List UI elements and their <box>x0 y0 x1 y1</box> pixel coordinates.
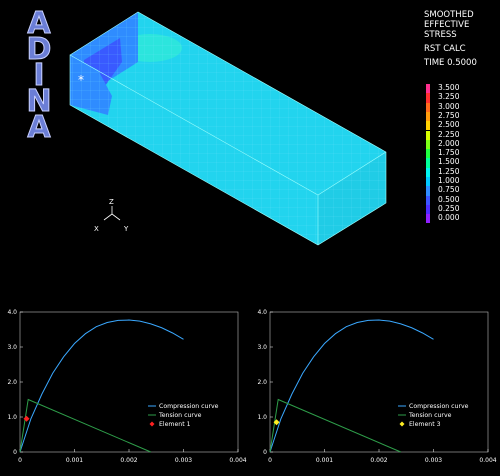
stress-strain-chart-element-3[interactable]: 0 1.0 2.0 3.0 4.0 0 0.001 0.002 0.003 0.004 Compre… <box>250 300 500 476</box>
x-tick-label: 0 <box>268 457 272 464</box>
legend-swatch <box>426 111 430 122</box>
compression-curve-line <box>19 319 184 453</box>
legend-value: 2.500 <box>438 120 460 130</box>
legend-value: 3.250 <box>438 92 460 102</box>
title-line: TIME 0.5000 <box>424 58 477 68</box>
y-tick-label: 3.0 <box>7 344 17 351</box>
plot-frame <box>269 311 489 453</box>
legend-compression-label: Compression curve <box>409 403 469 410</box>
legend-swatch <box>426 102 430 112</box>
element-marker <box>273 419 280 426</box>
tension-curve-line <box>19 398 151 453</box>
y-tick-label: 0 <box>13 449 17 456</box>
tension-curve-line <box>269 398 401 453</box>
logo-letter: A <box>27 6 51 42</box>
logo-letter: N <box>26 84 52 120</box>
legend-value: 1.000 <box>438 176 460 185</box>
plot-frame <box>19 311 239 453</box>
legend-swatch <box>426 177 430 187</box>
legend-swatch <box>426 84 430 94</box>
stress-color-legend: 3.500 3.250 3.000 2.750 2.500 2.250 2.000 1.750… <box>426 83 486 226</box>
legend-swatch <box>426 130 430 140</box>
legend-swatch <box>426 139 430 150</box>
legend-swatch <box>426 195 430 205</box>
node-marker[interactable]: * <box>78 73 84 87</box>
legend-element-swatch <box>399 421 405 427</box>
x-tick-label: 0 <box>18 457 22 464</box>
legend-value: 2.750 <box>438 110 460 120</box>
legend-value: 1.500 <box>438 157 460 167</box>
legend-element-label: Element 1 <box>159 421 191 428</box>
legend-swatch <box>426 167 430 177</box>
y-tick-label: 2.0 <box>257 379 267 386</box>
legend-value: 2.000 <box>438 138 460 148</box>
legend-swatch <box>426 214 430 224</box>
logo-letter: D <box>26 32 52 68</box>
title-line: SMOOTHED <box>424 10 474 20</box>
x-tick-label: 0.001 <box>316 457 333 464</box>
legend-element-swatch <box>149 421 155 427</box>
legend-swatch <box>426 158 430 168</box>
legend-tension-label: Tension curve <box>158 412 202 419</box>
axis-z-label: Z <box>109 198 114 206</box>
legend-tension-label: Tension curve <box>408 412 452 419</box>
legend-compression-label: Compression curve <box>159 403 219 410</box>
legend-value: 2.250 <box>438 129 460 139</box>
legend-swatch <box>426 186 430 196</box>
x-tick-label: 0.002 <box>120 457 137 464</box>
legend-value: 0.250 <box>438 203 460 213</box>
legend-swatch <box>426 204 430 215</box>
legend-value: 3.500 <box>438 83 460 92</box>
axis-y-label: Y <box>123 225 129 233</box>
stress-strain-chart-element-1[interactable]: 0 1.0 2.0 3.0 4.0 0 0.001 0.002 0.003 0.004 Compre… <box>0 300 250 476</box>
title-line: EFFECTIVE <box>424 20 470 30</box>
logo-letter: A <box>27 110 51 146</box>
y-tick-label: 0 <box>263 449 267 456</box>
x-tick-label: 0.004 <box>479 457 496 464</box>
x-tick-label: 0.001 <box>66 457 83 464</box>
legend-value: 1.250 <box>438 166 460 176</box>
x-tick-label: 0.003 <box>175 457 192 464</box>
y-tick-label: 4.0 <box>7 309 17 316</box>
y-tick-label: 3.0 <box>257 344 267 351</box>
fe-model-view[interactable]: * Z X Y <box>0 0 420 260</box>
y-tick-label: 1.0 <box>257 414 267 421</box>
legend-swatch <box>426 93 430 103</box>
x-tick-label: 0.004 <box>229 457 246 464</box>
x-tick-label: 0.003 <box>425 457 442 464</box>
legend-swatch <box>426 121 430 131</box>
axes-triad: Z X Y <box>94 198 129 233</box>
legend-element-label: Element 3 <box>409 421 441 428</box>
legend-value: 1.750 <box>438 148 460 158</box>
compression-curve-line <box>269 319 434 453</box>
legend-value: 3.000 <box>438 101 460 111</box>
element-marker <box>23 415 30 422</box>
legend-swatch <box>426 149 430 159</box>
title-line: RST CALC <box>424 44 466 54</box>
legend-value: 0.000 <box>438 213 460 223</box>
axis-x-label: X <box>94 225 99 233</box>
legend-value: 0.750 <box>438 185 460 195</box>
logo-letter: I <box>33 58 45 94</box>
y-tick-label: 1.0 <box>7 414 17 421</box>
y-tick-label: 2.0 <box>7 379 17 386</box>
x-tick-label: 0.002 <box>370 457 387 464</box>
model-mesh-overlay <box>70 12 386 245</box>
y-tick-label: 4.0 <box>257 309 267 316</box>
legend-value: 0.500 <box>438 194 460 204</box>
title-line: STRESS <box>424 30 457 40</box>
